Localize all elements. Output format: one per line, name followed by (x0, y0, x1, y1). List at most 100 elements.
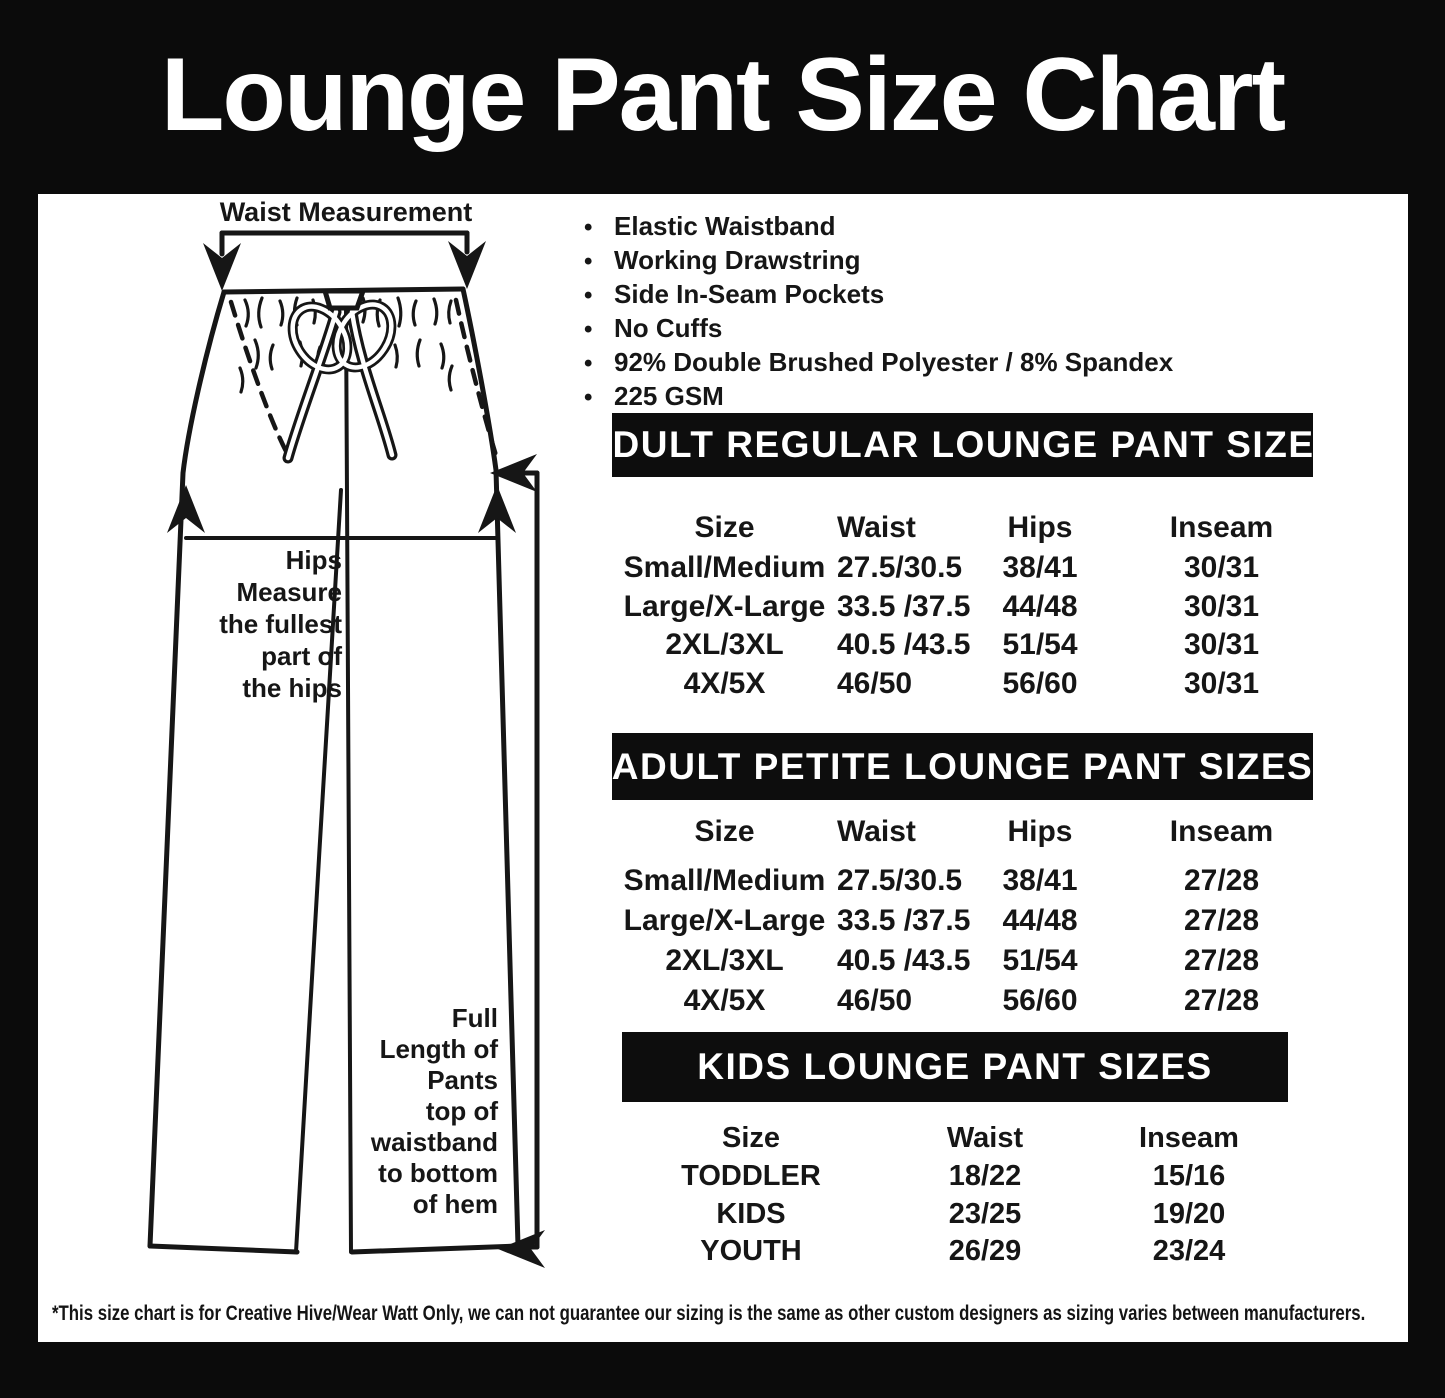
table-row: 2XL/3XL 40.5 /43.5 51/54 27/28 (612, 941, 1313, 981)
hips-measurement-label: Hips Measure the fullest part of the hip… (219, 545, 342, 703)
table-header-row: Size Waist Inseam (622, 1119, 1288, 1158)
left-pocket-seam (228, 299, 291, 458)
table-cell: 44/48 (1002, 904, 1078, 937)
page-title: Lounge Pant Size Chart (160, 37, 1286, 153)
table-row: 4X/5X 46/50 56/60 30/31 (612, 665, 1313, 704)
table-cell: 27/28 (1183, 864, 1260, 897)
table-cell: 27.5/30.5 (837, 551, 963, 584)
table-row: Small/Medium 27.5/30.5 38/41 30/31 (612, 549, 1313, 588)
table-cell: 15/16 (1152, 1160, 1226, 1192)
table-row: YOUTH 26/29 23/24 (622, 1233, 1288, 1271)
feature-item: • Elastic Waistband (584, 210, 1224, 244)
table-cell: 30/31 (1183, 628, 1260, 661)
table-cell: Small/Medium (623, 864, 826, 897)
column-header: Inseam (1139, 1122, 1239, 1154)
column-header: Waist (837, 815, 916, 848)
table-cell: Large/X-Large (623, 904, 826, 937)
column-header: Size (694, 815, 755, 848)
left-hem (147, 1243, 300, 1255)
column-header: Inseam (1169, 815, 1274, 848)
table-cell: 2XL/3XL (665, 944, 784, 977)
table-cell: 46/50 (837, 984, 913, 1017)
table-cell: 46/50 (837, 666, 913, 700)
feature-item: • Working Drawstring (584, 244, 1224, 278)
right-hem (349, 1243, 521, 1255)
table-row: Small/Medium 27.5/30.5 38/41 27/28 (612, 861, 1313, 901)
waist-measurement-label: Waist Measurement (219, 197, 473, 227)
table-cell: 4X/5X (683, 666, 766, 700)
feature-item: • 92% Double Brushed Polyester / 8% Spand… (584, 346, 1224, 380)
section-header-adult-regular: ADULT REGULAR LOUNGE PANT SIZES (584, 413, 1339, 477)
length-arrow-top (490, 454, 537, 492)
column-header: Hips (1007, 511, 1073, 544)
table-cell: 4X/5X (683, 984, 766, 1017)
table-header-row: Size Waist Hips Inseam (612, 811, 1313, 861)
bullet-icon: • (584, 384, 593, 411)
center-crease (344, 306, 353, 1254)
hips-arrow-left (167, 485, 205, 533)
table-row: KIDS 23/25 19/20 (622, 1196, 1288, 1234)
column-header: Waist (837, 511, 916, 544)
table-cell: YOUTH (700, 1235, 802, 1267)
table-cell: 2XL/3XL (665, 628, 784, 661)
table-cell: 27/28 (1183, 944, 1260, 977)
section-header-adult-petite: ADULT PETITE LOUNGE PANT SIZES (612, 733, 1313, 800)
table-cell: Large/X-Large (623, 589, 826, 623)
table-cell: 18/22 (948, 1160, 1022, 1192)
table-cell: 30/31 (1183, 589, 1260, 623)
table-row: 2XL/3XL 40.5 /43.5 51/54 30/31 (612, 626, 1313, 665)
outer-right-leg (460, 286, 521, 1249)
table-cell: 51/54 (1002, 628, 1078, 661)
table-cell: 44/48 (1002, 589, 1078, 623)
right-pocket-seam (453, 297, 501, 465)
table-adult-petite: Size Waist Hips Inseam Small/Medium 27.5… (612, 811, 1313, 1021)
table-cell: 38/41 (1002, 864, 1078, 897)
table-adult-regular: Size Waist Hips Inseam Small/Medium 27.5… (612, 507, 1313, 703)
table-cell: TODDLER (681, 1160, 821, 1192)
table-cell: KIDS (716, 1197, 786, 1230)
column-header: Size (721, 1122, 781, 1154)
table-cell: 33.5 /37.5 (837, 904, 971, 937)
bullet-icon: • (584, 350, 593, 377)
column-header: Size (694, 511, 755, 544)
feature-item: • 225 GSM (584, 380, 1224, 414)
table-row: TODDLER 18/22 15/16 (622, 1158, 1288, 1196)
table-cell: 30/31 (1183, 666, 1260, 700)
length-measurement-label: Full Length of Pants top of waistband to… (370, 1003, 498, 1219)
feature-list: • Elastic Waistband • Working Drawstring •… (584, 210, 1224, 414)
table-cell: 56/60 (1002, 666, 1078, 700)
table-cell: 26/29 (948, 1235, 1022, 1267)
table-row: Large/X-Large 33.5 /37.5 44/48 27/28 (612, 901, 1313, 941)
feature-item: • Side In-Seam Pockets (584, 278, 1224, 312)
table-cell: 56/60 (1002, 984, 1078, 1017)
table-header-row: Size Waist Hips Inseam (612, 507, 1313, 549)
bullet-icon: • (584, 214, 593, 241)
inner-left-leg (294, 488, 343, 1254)
column-header: Inseam (1169, 511, 1274, 544)
table-cell: 40.5 /43.5 (837, 944, 971, 977)
table-row: 4X/5X 46/50 56/60 27/28 (612, 981, 1313, 1021)
waist-arrow-left (203, 243, 241, 291)
bullet-icon: • (584, 282, 593, 309)
bullet-icon: • (584, 316, 593, 343)
table-cell: 27/28 (1183, 984, 1260, 1017)
bow-knot (321, 288, 367, 311)
table-cell: Small/Medium (623, 551, 826, 584)
table-cell: 19/20 (1152, 1197, 1226, 1230)
table-cell: 23/24 (1152, 1235, 1226, 1267)
table-cell: 51/54 (1002, 944, 1078, 977)
table-cell: 40.5 /43.5 (837, 628, 971, 661)
column-header: Hips (1007, 815, 1073, 848)
table-row: Large/X-Large 33.5 /37.5 44/48 30/31 (612, 588, 1313, 627)
bullet-icon: • (584, 248, 593, 275)
table-kids: Size Waist Inseam TODDLER 18/22 15/16 KI… (622, 1119, 1288, 1271)
table-cell: 38/41 (1002, 551, 1078, 584)
feature-item: • No Cuffs (584, 312, 1224, 346)
column-header: Waist (946, 1122, 1024, 1154)
table-cell: 23/25 (948, 1197, 1022, 1230)
section-header-kids: KIDS LOUNGE PANT SIZES (622, 1032, 1288, 1102)
table-cell: 33.5 /37.5 (837, 589, 971, 623)
outer-left-leg (147, 289, 227, 1249)
